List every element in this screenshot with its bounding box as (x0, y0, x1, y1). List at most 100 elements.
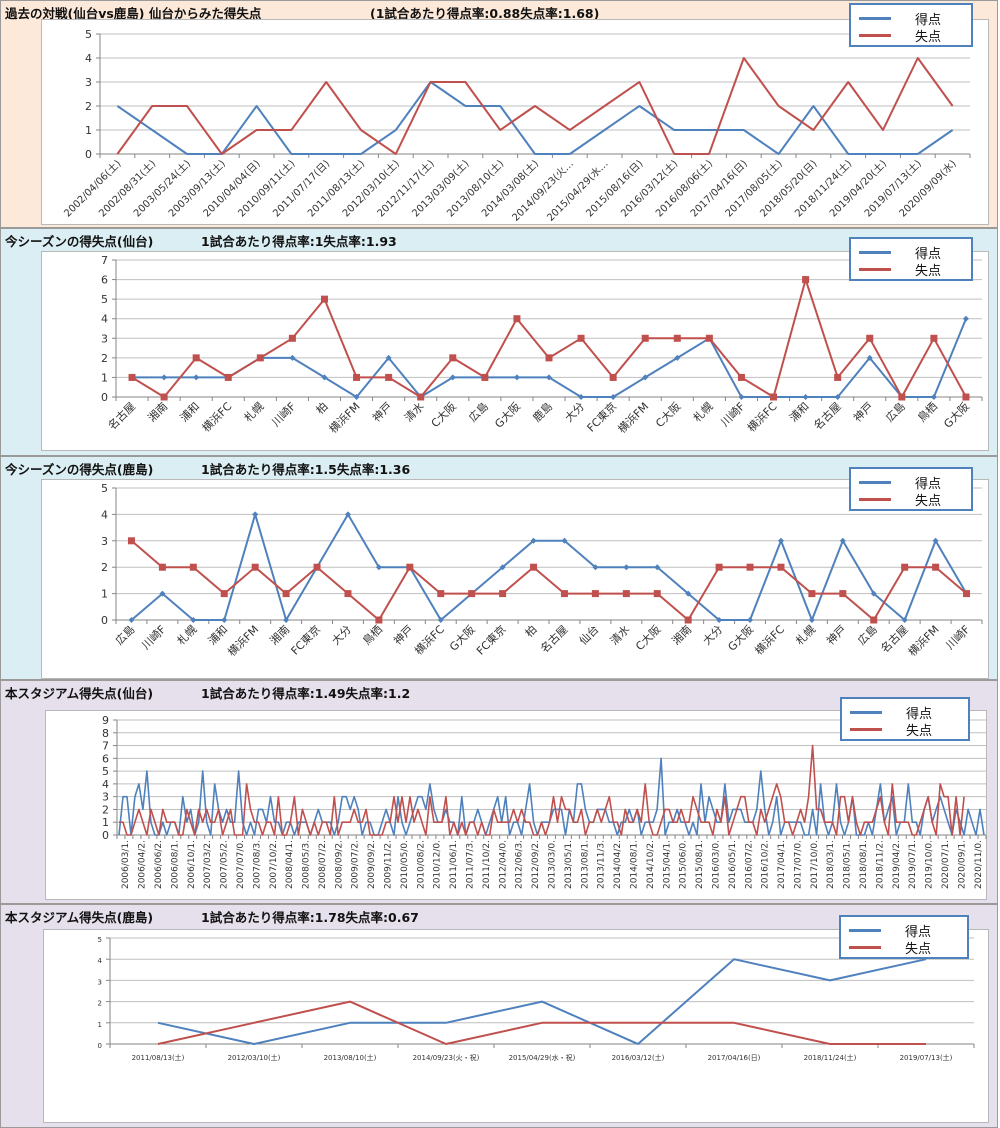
data-point-scored (747, 617, 754, 623)
x-tick-label: 大分 (329, 622, 354, 647)
data-point-conceded (641, 334, 649, 342)
y-tick-label: 7 (102, 740, 109, 753)
x-tick-label: 2015/04/1. (662, 840, 672, 889)
y-tick-label: 2 (102, 803, 109, 816)
y-tick-label: 2 (85, 100, 92, 113)
x-tick-label: 大分 (562, 399, 587, 424)
x-tick-label: 名古屋 (105, 399, 138, 432)
x-tick-label: 2014/04/2. (613, 840, 623, 889)
x-tick-label: 2014/09/23(火・祝) (413, 1053, 480, 1062)
data-point-conceded (320, 295, 328, 303)
data-point-scored (193, 374, 200, 381)
x-tick-label: 2007/07/0. (236, 840, 246, 889)
y-tick-label: 1 (101, 371, 108, 384)
y-tick-label: 4 (101, 313, 108, 326)
data-point-conceded (282, 590, 290, 598)
y-tick-label: 8 (102, 727, 109, 740)
data-point-scored (578, 394, 585, 400)
data-point-conceded (481, 373, 489, 381)
y-tick-label: 4 (85, 52, 92, 65)
x-tick-label: 横浜FC (412, 622, 448, 658)
x-tick-label: 2008/09/2. (334, 840, 344, 889)
y-tick-label: 1 (101, 588, 108, 601)
chart-title: 今シーズンの得失点(鹿島) (5, 462, 154, 477)
x-tick-label: 浦和 (206, 623, 231, 648)
line-chart-past-matches: 0123452002/04/06(土)2002/08/31(土)2003/05/… (61, 28, 971, 224)
x-tick-label: 横浜FM (615, 399, 652, 436)
series-line-scored (116, 81, 954, 155)
data-point-conceded (468, 590, 476, 598)
data-point-conceded (609, 373, 617, 381)
x-tick-label: 2014/08/1. (629, 840, 639, 889)
data-point-conceded (160, 393, 168, 401)
x-tick-label: 柏 (313, 399, 331, 417)
legend-swatch-scored (849, 929, 881, 932)
data-point-conceded (256, 354, 264, 362)
data-point-conceded (375, 616, 383, 624)
x-tick-label: 2009/11/2. (384, 840, 394, 889)
data-point-scored (716, 617, 723, 623)
x-tick-label: 2013/03/0. (548, 840, 558, 889)
data-point-scored (738, 394, 745, 400)
data-point-scored (802, 394, 809, 400)
x-tick-label: 札幌 (241, 399, 266, 424)
x-tick-label: 神戸 (850, 399, 875, 424)
y-tick-label: 5 (101, 293, 108, 306)
x-tick-label: 広島 (882, 399, 907, 424)
data-point-conceded (901, 563, 909, 571)
data-point-scored (530, 537, 537, 544)
y-tick-label: 9 (102, 714, 109, 727)
data-point-scored (962, 315, 969, 322)
data-point-conceded (220, 590, 228, 598)
x-tick-label: 2020/09/1. (957, 840, 967, 889)
x-tick-label: 柏 (522, 622, 540, 640)
data-point-conceded (963, 590, 971, 598)
legend-swatch-conceded (849, 946, 881, 949)
x-tick-label: 2016/03/0. (711, 840, 721, 889)
chart-subtitle: 1試合あたり得点率:1失点率:1.93 (201, 234, 397, 249)
x-tick-label: 2009/07/2. (351, 840, 361, 889)
x-tick-label: 2017/04/1. (777, 840, 787, 889)
chart-area: 0 1 2 3 4 5 6 7 8 9 2006/03/1. 2006/04/2. 2006/06/2.… (45, 710, 987, 900)
x-tick-label: 2012/09/2. (531, 840, 541, 889)
x-tick-label: 神戸 (390, 622, 415, 647)
x-tick-label: 2016/10/2. (761, 840, 771, 889)
y-tick-label: 2 (98, 1000, 102, 1008)
y-tick-label: 1 (102, 816, 109, 829)
chart-subtitle: 1試合あたり得点率:1.5失点率:1.36 (201, 462, 411, 477)
x-tick-label: 仙台 (576, 622, 601, 647)
legend-swatch-conceded (859, 498, 891, 501)
data-point-conceded (808, 590, 816, 598)
x-tick-label: 横浜FC (199, 399, 235, 435)
y-tick-label: 7 (101, 254, 108, 267)
data-point-conceded (622, 590, 630, 598)
data-point-scored (654, 564, 661, 571)
x-tick-label: 横浜FC (744, 399, 780, 435)
series-line-conceded (116, 57, 954, 155)
data-point-scored (610, 394, 617, 400)
x-tick-label: 広島 (854, 622, 879, 647)
legend-swatch-conceded (850, 728, 882, 731)
x-tick-label: G大阪 (446, 622, 477, 653)
data-point-conceded (353, 373, 361, 381)
data-point-conceded (437, 590, 445, 598)
legend: 得点 失点 (849, 3, 973, 47)
x-tick-label: 2019/10/0. (925, 840, 935, 889)
legend-item-conceded: 失点 (850, 720, 960, 739)
legend-item-conceded: 失点 (849, 938, 959, 957)
data-point-conceded (673, 334, 681, 342)
section-header: 今シーズンの得失点(鹿島) 1試合あたり得点率:1.5失点率:1.36 (5, 459, 410, 478)
x-tick-label: 川崎F (718, 399, 748, 429)
x-tick-label: 2017/07/0. (793, 840, 803, 889)
series-line-conceded (157, 1000, 926, 1045)
x-tick-label: 名古屋 (537, 622, 570, 655)
x-tick-label: 2012/04/0. (498, 840, 508, 889)
data-point-conceded (406, 563, 414, 571)
x-tick-label: 横浜FC (752, 622, 788, 658)
series-line-scored (118, 757, 985, 836)
chart-area: 0 1 2 3 4 5 2002/04/06(土) 2002/08/31(土) 2003/05/… (41, 19, 989, 225)
data-point-scored (623, 564, 630, 571)
